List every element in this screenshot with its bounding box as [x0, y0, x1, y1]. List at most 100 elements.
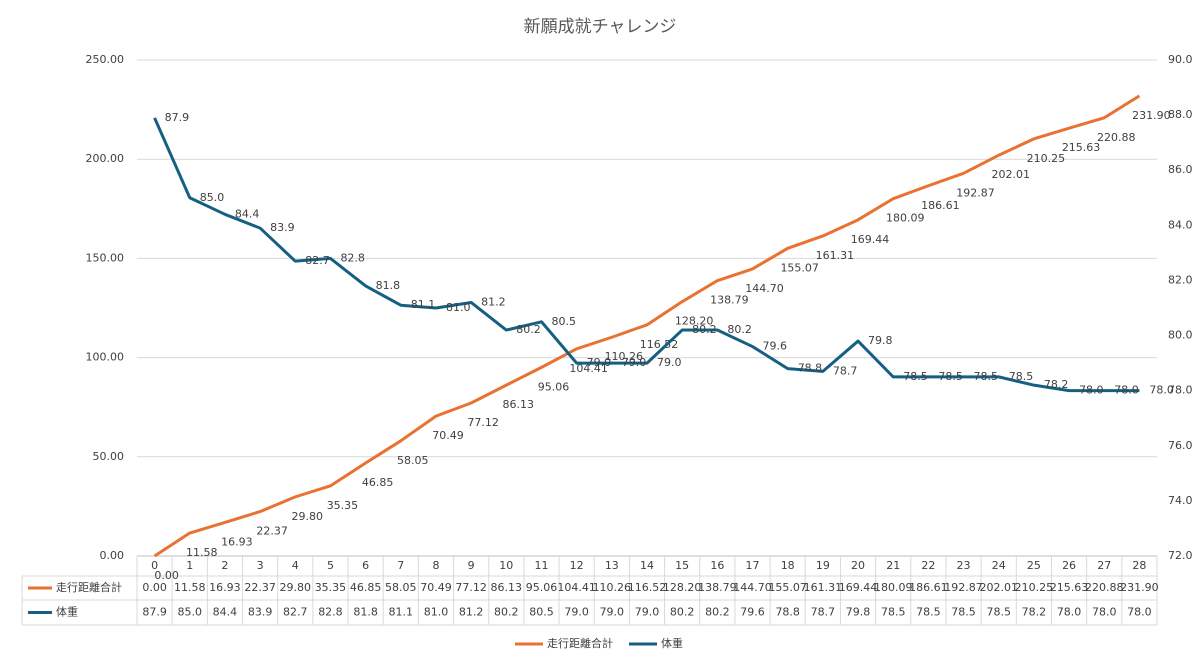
table-cell: 79.0	[635, 606, 660, 619]
x-tick-label: 23	[957, 559, 971, 572]
table-row-header: 走行距離合計	[56, 580, 122, 594]
y-tick-label: 150.00	[86, 251, 125, 264]
x-tick-label: 9	[468, 559, 475, 572]
table-cell: 82.7	[283, 606, 308, 619]
table-cell: 95.06	[526, 581, 558, 594]
data-label: 81.1	[411, 298, 436, 311]
x-tick-label: 26	[1062, 559, 1076, 572]
y-tick-label: 250.00	[86, 53, 125, 66]
table-cell: 79.6	[740, 606, 765, 619]
table-cell: 0.00	[142, 581, 167, 594]
data-label: 70.49	[432, 429, 464, 442]
table-cell: 77.12	[455, 581, 487, 594]
data-label: 161.31	[816, 249, 855, 262]
data-label: 78.8	[798, 362, 823, 375]
table-cell: 161.31	[804, 581, 843, 594]
data-label: 77.12	[467, 416, 499, 429]
table-cell: 22.37	[244, 581, 276, 594]
data-label: 46.85	[362, 476, 394, 489]
data-label: 80.2	[727, 323, 752, 336]
table-cell: 84.4	[213, 606, 238, 619]
table-cell: 81.0	[424, 606, 449, 619]
x-tick-label: 16	[710, 559, 724, 572]
x-tick-label: 22	[921, 559, 935, 572]
data-label: 78.0	[1149, 384, 1174, 397]
table-cell: 231.90	[1120, 581, 1159, 594]
table-cell: 192.87	[944, 581, 983, 594]
data-label: 78.5	[1009, 370, 1034, 383]
table-cell: 78.2	[1022, 606, 1047, 619]
y2-tick-label: 80.0	[1168, 329, 1193, 342]
y-tick-label: 50.00	[93, 450, 125, 463]
data-label: 82.7	[305, 254, 330, 267]
data-label: 192.87	[956, 186, 995, 199]
x-tick-label: 18	[781, 559, 795, 572]
table-cell: 70.49	[420, 581, 452, 594]
table-cell: 81.1	[389, 606, 414, 619]
y-tick-label: 200.00	[86, 152, 125, 165]
x-tick-label: 14	[640, 559, 654, 572]
table-cell: 155.07	[768, 581, 807, 594]
data-label: 81.2	[481, 295, 506, 308]
table-cell: 78.5	[916, 606, 941, 619]
data-label: 215.63	[1062, 141, 1101, 154]
table-cell: 86.13	[491, 581, 523, 594]
data-label: 80.5	[551, 315, 576, 328]
data-label: 86.13	[503, 398, 535, 411]
data-label: 220.88	[1097, 131, 1136, 144]
table-cell: 80.2	[670, 606, 695, 619]
x-tick-label: 20	[851, 559, 865, 572]
table-cell: 80.5	[529, 606, 554, 619]
table-cell: 78.5	[986, 606, 1011, 619]
data-label: 180.09	[886, 212, 925, 225]
data-label: 95.06	[538, 380, 570, 393]
x-tick-label: 13	[605, 559, 619, 572]
data-label: 78.2	[1044, 378, 1069, 391]
data-label: 104.41	[569, 362, 608, 375]
table-cell: 215.63	[1050, 581, 1089, 594]
table-cell: 16.93	[209, 581, 241, 594]
data-label: 78.5	[938, 370, 963, 383]
table-cell: 80.2	[494, 606, 519, 619]
data-label: 0.00	[154, 569, 179, 582]
table-cell: 79.0	[600, 606, 625, 619]
x-tick-label: 4	[292, 559, 299, 572]
table-cell: 104.41	[557, 581, 596, 594]
table-cell: 78.8	[775, 606, 800, 619]
table-cell: 87.9	[142, 606, 167, 619]
table-cell: 81.2	[459, 606, 484, 619]
table-cell: 186.61	[909, 581, 948, 594]
data-label: 35.35	[327, 499, 359, 512]
data-label: 29.80	[292, 510, 324, 523]
table-cell: 81.8	[353, 606, 378, 619]
data-label: 83.9	[270, 221, 295, 234]
x-tick-label: 15	[675, 559, 689, 572]
data-label: 87.9	[165, 111, 190, 124]
data-label: 169.44	[851, 233, 890, 246]
table-cell: 35.35	[315, 581, 347, 594]
legend-label: 走行距離合計	[547, 636, 613, 650]
table-cell: 79.8	[846, 606, 871, 619]
x-tick-label: 12	[570, 559, 584, 572]
x-tick-label: 24	[992, 559, 1006, 572]
table-cell: 220.88	[1085, 581, 1124, 594]
data-label: 79.0	[622, 356, 647, 369]
x-tick-label: 28	[1132, 559, 1146, 572]
y2-tick-label: 84.0	[1168, 218, 1193, 231]
x-tick-label: 11	[534, 559, 548, 572]
table-cell: 11.58	[174, 581, 206, 594]
table-cell: 85.0	[178, 606, 203, 619]
table-cell: 169.44	[839, 581, 878, 594]
data-label: 79.0	[587, 356, 612, 369]
data-label: 85.0	[200, 191, 225, 204]
table-cell: 80.2	[705, 606, 730, 619]
data-label: 22.37	[256, 525, 288, 538]
data-label: 84.4	[235, 207, 260, 220]
table-cell: 29.80	[280, 581, 312, 594]
y2-tick-label: 88.0	[1168, 108, 1193, 121]
x-tick-label: 0	[151, 559, 158, 572]
data-label: 78.0	[1114, 384, 1139, 397]
data-label: 78.5	[903, 370, 928, 383]
x-tick-label: 27	[1097, 559, 1111, 572]
table-cell: 180.09	[874, 581, 913, 594]
